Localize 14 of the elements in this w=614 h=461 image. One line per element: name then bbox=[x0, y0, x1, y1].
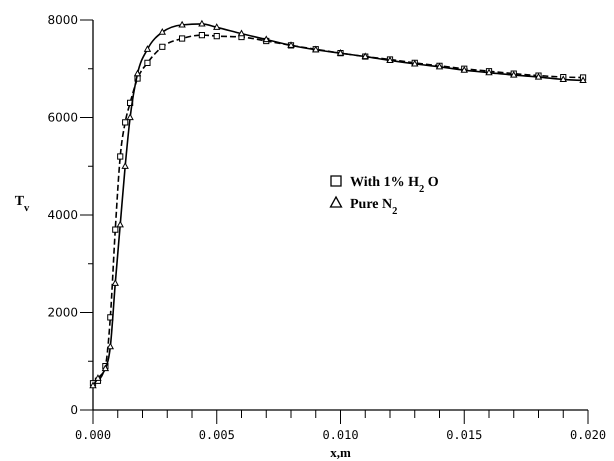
x-axis-title: x,m bbox=[330, 445, 351, 460]
x-tick-label: 0.020 bbox=[570, 428, 606, 442]
legend-label: Pure N$_{2}$ bbox=[350, 197, 398, 216]
x-tick-label: 0.015 bbox=[446, 428, 482, 442]
y-tick-label: 2000 bbox=[47, 306, 78, 320]
y-tick-label: 4000 bbox=[47, 208, 78, 222]
x-tick-label: 0.000 bbox=[74, 428, 112, 442]
y-tick-label: 0 bbox=[70, 403, 78, 417]
x-tick-label: 0.005 bbox=[198, 428, 235, 442]
y-tick-label: 8000 bbox=[47, 13, 78, 27]
legend-label: With 1% H$_{2}$ O bbox=[350, 175, 439, 194]
x-tick-label: 0.010 bbox=[322, 428, 359, 442]
y-tick-label: 6000 bbox=[47, 110, 78, 124]
y-axis-title: T$_{v}$ bbox=[14, 194, 30, 214]
